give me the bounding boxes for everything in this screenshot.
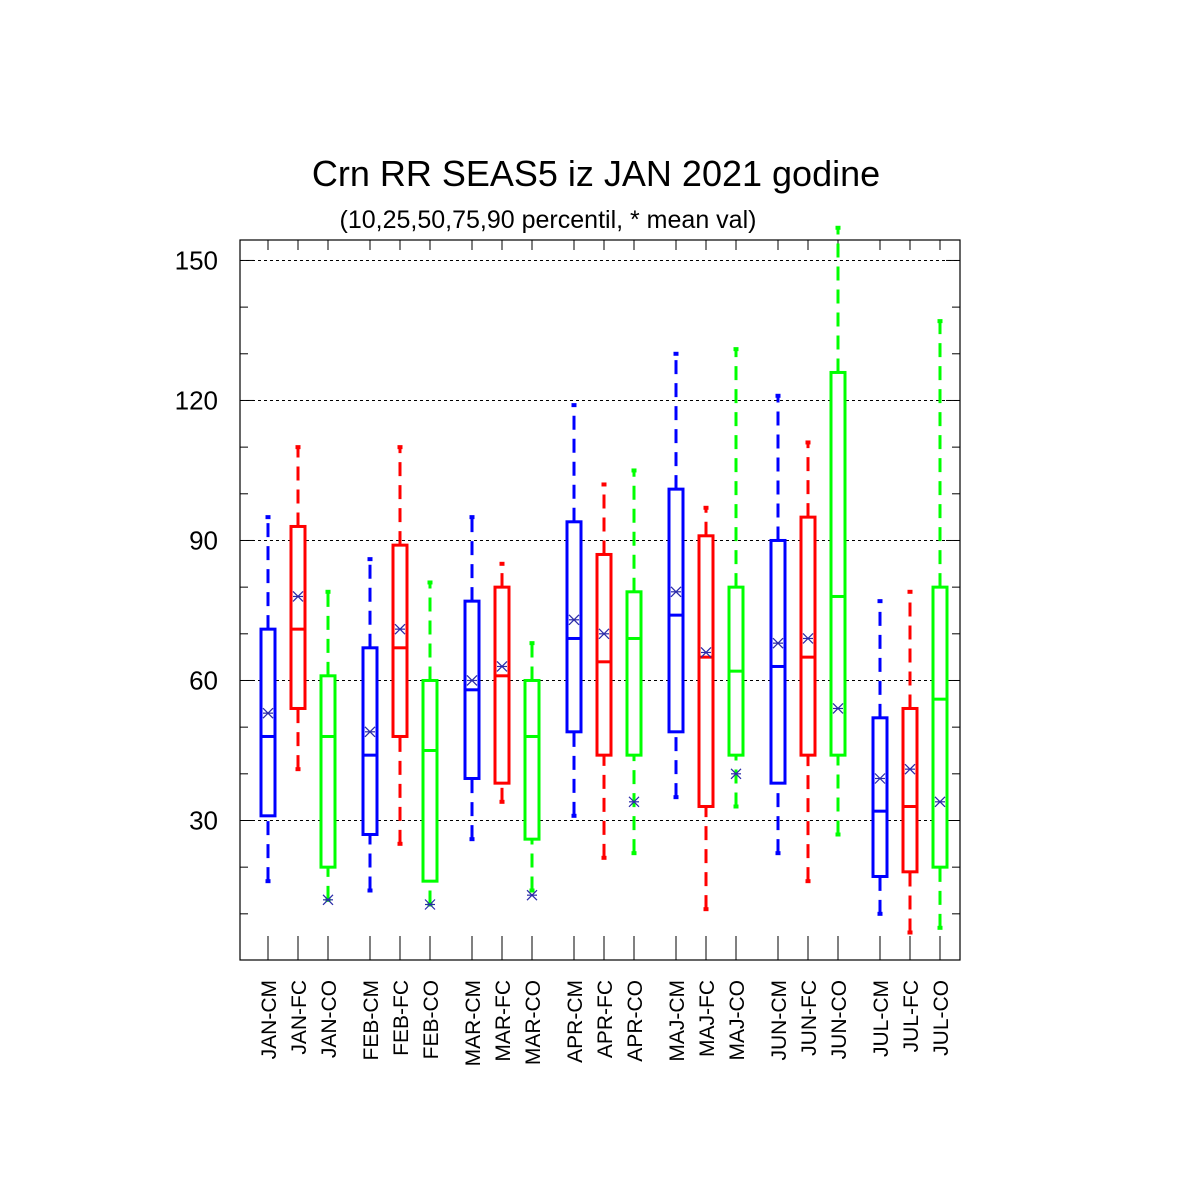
box-jul-cm — [871, 599, 889, 916]
mean-marker — [904, 763, 916, 775]
box-iqr — [565, 520, 583, 734]
mean-marker — [934, 796, 946, 808]
box-iqr — [697, 534, 715, 808]
mean-marker — [364, 726, 376, 738]
box-iqr — [667, 487, 685, 734]
mean-marker — [598, 628, 610, 640]
chart-subtitle: (10,25,50,75,90 percentil, * mean val) — [340, 206, 757, 234]
box-iqr — [391, 543, 409, 738]
box-iqr — [319, 674, 337, 869]
x-tick-label: APR-CM — [564, 980, 587, 1063]
mean-marker — [874, 773, 886, 784]
boxes — [259, 225, 949, 935]
mean-marker — [568, 614, 580, 626]
mean-marker — [670, 586, 682, 598]
x-tick-label: MAJ-CM — [666, 980, 689, 1062]
axes: 30 60 90 120 150 — [175, 239, 961, 961]
mean-marker — [628, 796, 640, 808]
x-tick-label: JAN-FC — [288, 980, 311, 1055]
mean-marker — [394, 623, 406, 635]
x-tick-label: JUL-CM — [870, 980, 893, 1057]
x-tick-label: APR-FC — [594, 980, 617, 1058]
mean-marker — [496, 661, 508, 672]
x-tick-label: JUN-CO — [828, 980, 851, 1059]
x-tick-label: JAN-CO — [318, 980, 341, 1058]
x-tick-label: JUL-CO — [930, 980, 953, 1056]
mean-marker — [772, 637, 784, 649]
box-iqr — [259, 627, 277, 818]
y-tick-label: 60 — [189, 665, 218, 695]
box-iqr — [421, 678, 439, 883]
box-mar-cm — [463, 515, 481, 842]
box-jun-fc — [799, 440, 817, 884]
box-iqr — [901, 706, 919, 874]
mean-marker — [700, 647, 712, 658]
box-iqr — [799, 515, 817, 757]
x-tick-label: MAJ-FC — [696, 980, 719, 1057]
mean-marker — [526, 889, 538, 901]
box-maj-cm — [667, 351, 685, 800]
y-tick-label: 90 — [189, 525, 218, 555]
mean-marker — [832, 703, 844, 714]
box-mar-fc — [493, 561, 511, 804]
box-mar-co — [523, 641, 541, 901]
box-iqr — [523, 678, 541, 841]
mean-marker — [322, 894, 334, 906]
box-iqr — [871, 716, 889, 878]
box-apr-fc — [595, 482, 613, 860]
x-tick-label: MAR-FC — [492, 980, 515, 1062]
x-tick-label: JUN-CM — [768, 980, 791, 1060]
box-feb-co — [421, 580, 439, 910]
box-iqr — [931, 585, 949, 869]
mean-marker — [292, 591, 304, 602]
box-iqr — [493, 585, 511, 785]
box-iqr — [595, 552, 613, 757]
box-jan-cm — [259, 515, 277, 884]
mean-marker — [424, 899, 436, 910]
box-maj-fc — [697, 505, 715, 912]
box-iqr — [625, 590, 643, 757]
x-tick-label: MAJ-CO — [726, 980, 749, 1061]
x-tick-label: JAN-CM — [258, 980, 281, 1059]
x-tick-label: FEB-CO — [420, 980, 443, 1059]
box-jun-cm — [769, 393, 787, 856]
box-iqr — [769, 538, 787, 785]
mean-marker — [466, 675, 478, 686]
x-tick-label: APR-CO — [624, 980, 647, 1062]
box-feb-cm — [361, 557, 379, 893]
mean-marker — [262, 707, 274, 719]
x-tick-label: FEB-FC — [390, 980, 413, 1056]
x-tick-labels: JAN-CM JAN-FC JAN-CO FEB-CM FEB-FC FEB-CO MAR-… — [258, 980, 953, 1066]
y-tick-label: 150 — [175, 245, 218, 275]
box-maj-co — [727, 347, 745, 809]
box-iqr — [289, 524, 307, 710]
box-iqr — [361, 646, 379, 836]
x-tick-label: JUN-FC — [798, 980, 821, 1056]
box-jun-co — [829, 225, 847, 837]
y-tick-label: 30 — [189, 805, 218, 835]
box-apr-cm — [565, 403, 583, 818]
chart-title: Crn RR SEAS5 iz JAN 2021 godine — [312, 153, 880, 194]
box-apr-co — [625, 468, 643, 856]
x-tick-label: FEB-CM — [360, 980, 383, 1061]
x-tick-label: MAR-CO — [522, 980, 545, 1065]
y-tick-label: 120 — [175, 385, 218, 415]
mean-marker — [730, 768, 742, 780]
plot-frame — [239, 239, 961, 961]
x-tick-label: JUL-FC — [900, 980, 923, 1052]
x-tick-label: MAR-CM — [462, 980, 485, 1066]
box-jan-co — [319, 589, 337, 906]
box-feb-fc — [391, 445, 409, 846]
mean-marker — [802, 633, 814, 644]
box-jul-fc — [901, 589, 919, 935]
box-jul-co — [931, 319, 949, 930]
box-iqr — [829, 370, 847, 757]
box-jan-fc — [289, 445, 307, 772]
